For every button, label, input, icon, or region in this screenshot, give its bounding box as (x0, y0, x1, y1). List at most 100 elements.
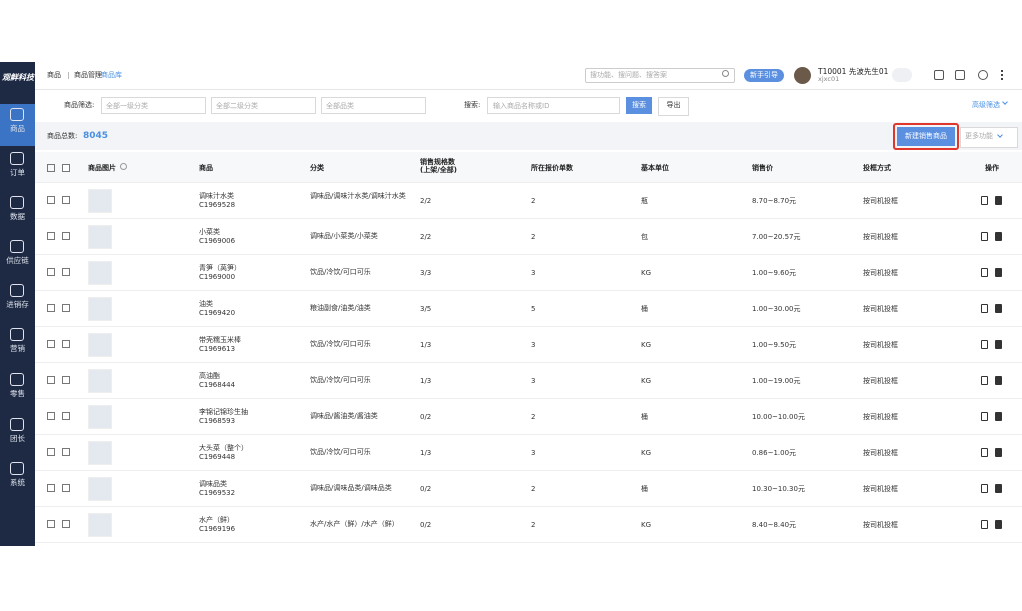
edit-icon[interactable] (981, 232, 988, 241)
search-input[interactable] (487, 97, 620, 114)
sidebar-icon[interactable] (10, 373, 24, 386)
header-expand[interactable] (47, 164, 55, 172)
delete-icon[interactable] (995, 268, 1002, 277)
top-icon[interactable] (934, 70, 944, 80)
delete-icon[interactable] (995, 520, 1002, 529)
row-checkbox[interactable] (62, 304, 70, 312)
sidebar-label[interactable]: 团长 (10, 434, 25, 443)
row-checkbox[interactable] (62, 448, 70, 456)
filter-select-text[interactable]: 全部一级分类 (106, 102, 148, 110)
row-checkbox[interactable] (62, 412, 70, 420)
row-expand[interactable] (47, 520, 55, 528)
row-checkbox[interactable] (62, 196, 70, 204)
filter-select-text[interactable]: 全部二级分类 (216, 102, 258, 110)
cell: 按司机投框 (863, 485, 898, 493)
row (35, 363, 1022, 399)
row (35, 507, 1022, 543)
cell: 0.86~1.00元 (752, 449, 797, 457)
sidebar-label[interactable]: 系统 (10, 478, 25, 487)
row-expand[interactable] (47, 196, 55, 204)
more-button[interactable]: 更多功能 (960, 127, 1018, 148)
edit-icon[interactable] (981, 196, 988, 205)
row-expand[interactable] (47, 448, 55, 456)
sidebar-label[interactable]: 商品 (10, 124, 25, 133)
edit-icon[interactable] (981, 376, 988, 385)
filter-select[interactable] (321, 97, 426, 114)
sidebar-icon[interactable] (10, 462, 24, 475)
row-checkbox[interactable] (62, 268, 70, 276)
product-image (88, 369, 112, 393)
row-expand[interactable] (47, 484, 55, 492)
header-checkbox[interactable] (62, 164, 70, 172)
edit-icon[interactable] (981, 484, 988, 493)
edit-icon[interactable] (981, 268, 988, 277)
guide-button[interactable]: 新手引导 (744, 69, 784, 82)
edit-icon[interactable] (981, 448, 988, 457)
delete-icon[interactable] (995, 340, 1002, 349)
top-icon[interactable] (978, 70, 988, 80)
filter-select-text[interactable]: 全部品类 (326, 102, 354, 110)
sidebar-icon[interactable] (10, 152, 24, 165)
edit-icon[interactable] (981, 412, 988, 421)
sidebar-icon[interactable] (10, 284, 24, 297)
row (35, 435, 1022, 471)
delete-icon[interactable] (995, 484, 1002, 493)
sidebar-label[interactable]: 进销存 (6, 300, 29, 309)
delete-icon[interactable] (995, 232, 1002, 241)
breadcrumb-item[interactable]: 商品 (47, 71, 61, 79)
product-id: C1969420 (199, 309, 236, 317)
user-name[interactable]: T10001 先波先生01 (818, 67, 889, 76)
row-expand[interactable] (47, 268, 55, 276)
top-icon[interactable] (955, 70, 965, 80)
row-expand[interactable] (47, 376, 55, 384)
sidebar-icon[interactable] (10, 418, 24, 431)
column-header: 商品 (199, 164, 213, 172)
sidebar-icon[interactable] (10, 240, 24, 253)
avatar[interactable] (794, 67, 811, 84)
export-button[interactable]: 导出 (658, 97, 689, 116)
sidebar-icon[interactable] (10, 328, 24, 341)
row-expand[interactable] (47, 304, 55, 312)
row-expand[interactable] (47, 412, 55, 420)
breadcrumb-sep (68, 72, 69, 79)
search-button[interactable]: 搜索 (626, 97, 652, 114)
sidebar-label[interactable]: 零售 (10, 389, 25, 398)
create-button[interactable]: 新建销售商品 (897, 127, 955, 146)
row (35, 327, 1022, 363)
edit-icon[interactable] (981, 304, 988, 313)
sidebar-label[interactable]: 供应链 (6, 256, 29, 265)
edit-icon[interactable] (981, 520, 988, 529)
sidebar-icon[interactable] (10, 108, 24, 121)
delete-icon[interactable] (995, 448, 1002, 457)
row-expand[interactable] (47, 232, 55, 240)
delete-icon[interactable] (995, 376, 1002, 385)
delete-icon[interactable] (995, 196, 1002, 205)
sidebar-icon[interactable] (10, 196, 24, 209)
top-search[interactable] (585, 68, 735, 83)
product-name: 大头菜（整个） (199, 444, 248, 452)
cell: 0/2 (420, 485, 432, 493)
advanced-filter[interactable]: 高级筛选 (972, 101, 1000, 109)
row-checkbox[interactable] (62, 520, 70, 528)
product-image (88, 477, 112, 501)
delete-icon[interactable] (995, 412, 1002, 421)
sidebar-label[interactable]: 订单 (10, 168, 25, 177)
sidebar-label[interactable]: 数据 (10, 212, 25, 221)
top-search-placeholder[interactable]: 搜功能、搜问题、搜答案 (590, 71, 667, 79)
switch-button[interactable] (892, 68, 912, 82)
row-checkbox[interactable] (62, 340, 70, 348)
row-checkbox[interactable] (62, 232, 70, 240)
breadcrumb-item: 商品库 (101, 71, 122, 79)
search-input-placeholder[interactable]: 输入商品名称或ID (493, 102, 550, 110)
row-expand[interactable] (47, 340, 55, 348)
row-checkbox[interactable] (62, 484, 70, 492)
breadcrumb-item[interactable]: 商品管理 (74, 71, 102, 79)
category: 饮品/冷饮/可口可乐 (310, 340, 371, 348)
filter-select[interactable] (101, 97, 206, 114)
filter-select[interactable] (211, 97, 316, 114)
edit-icon[interactable] (981, 340, 988, 349)
row-checkbox[interactable] (62, 376, 70, 384)
menu-dots[interactable] (1001, 70, 1003, 80)
delete-icon[interactable] (995, 304, 1002, 313)
sidebar-label[interactable]: 营销 (10, 344, 25, 353)
